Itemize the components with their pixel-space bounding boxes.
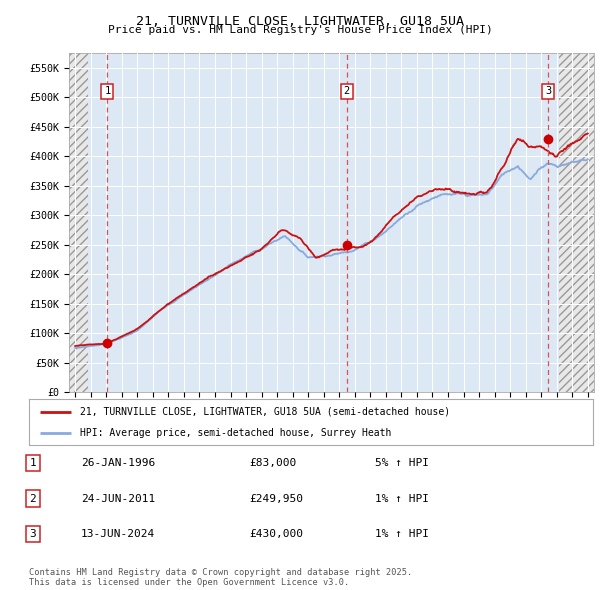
Text: £249,950: £249,950 [249,494,303,503]
Text: 3: 3 [29,529,37,539]
Text: £430,000: £430,000 [249,529,303,539]
Text: 21, TURNVILLE CLOSE, LIGHTWATER, GU18 5UA: 21, TURNVILLE CLOSE, LIGHTWATER, GU18 5U… [136,15,464,28]
Text: 1% ↑ HPI: 1% ↑ HPI [375,529,429,539]
Text: 1% ↑ HPI: 1% ↑ HPI [375,494,429,503]
Text: 26-JAN-1996: 26-JAN-1996 [81,458,155,468]
Text: 1: 1 [29,458,37,468]
Text: Price paid vs. HM Land Registry's House Price Index (HPI): Price paid vs. HM Land Registry's House … [107,25,493,35]
Text: 5% ↑ HPI: 5% ↑ HPI [375,458,429,468]
Text: 13-JUN-2024: 13-JUN-2024 [81,529,155,539]
Text: 1: 1 [104,87,110,96]
Text: 21, TURNVILLE CLOSE, LIGHTWATER, GU18 5UA (semi-detached house): 21, TURNVILLE CLOSE, LIGHTWATER, GU18 5U… [80,407,449,417]
Text: 2: 2 [344,87,350,96]
Text: 3: 3 [545,87,551,96]
Text: Contains HM Land Registry data © Crown copyright and database right 2025.
This d: Contains HM Land Registry data © Crown c… [29,568,412,587]
Text: 2: 2 [29,494,37,503]
Text: £83,000: £83,000 [249,458,296,468]
Text: HPI: Average price, semi-detached house, Surrey Heath: HPI: Average price, semi-detached house,… [80,428,391,438]
Bar [69,53,88,392]
Bar [559,53,594,392]
Text: 24-JUN-2011: 24-JUN-2011 [81,494,155,503]
